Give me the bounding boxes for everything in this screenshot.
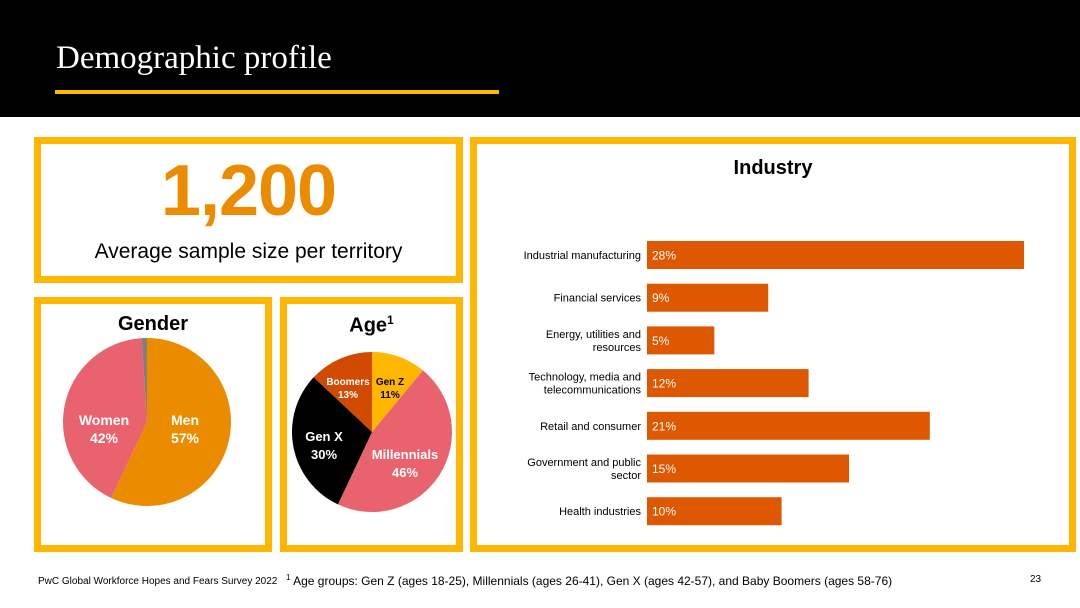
industry-bar-value-government-and-public: 15%: [652, 462, 676, 476]
gender-slice-other: [141, 338, 147, 422]
sample-size-panel: 1,200 Average sample size per territory: [34, 137, 463, 283]
industry-category-label-technology-media-and-line2: telecommunications: [544, 385, 642, 397]
industry-category-label-government-and-public-line2: sector: [611, 470, 641, 482]
industry-bar-retail-and-consumer: [647, 411, 930, 440]
gender-label-men: Men: [171, 412, 199, 428]
industry-bar-industrial-manufacturing: [647, 241, 1024, 269]
footnote-text: Age groups: Gen Z (ages 18-25), Millenni…: [293, 574, 893, 588]
gender-chart-title: Gender: [117, 313, 189, 335]
industry-category-label-financial-services: Financial services: [554, 293, 642, 305]
age-value-gen-x: 30%: [311, 447, 337, 462]
age-label-gen-z: Gen Z: [376, 377, 404, 388]
gender-slice-women: [62, 338, 147, 499]
industry-category-label-government-and-public: Government and public: [527, 457, 641, 469]
industry-bar-health-industries: [647, 497, 782, 526]
sample-size-label: Average sample size per territory: [94, 240, 403, 263]
title-underline: [55, 90, 499, 94]
industry-bar-energy-utilities-and: [647, 326, 715, 355]
gender-label-women: Women: [79, 412, 129, 428]
industry-bar-value-technology-media-and: 12%: [652, 377, 676, 391]
age-label-millennials: Millennials: [372, 447, 438, 462]
industry-panel: Industry 28% Industrial manufacturing 9% Fi…: [470, 137, 1076, 552]
age-title-text: Age: [349, 314, 388, 337]
age-slice-gen-z: [372, 352, 423, 432]
age-label-boomers: Boomers: [326, 377, 370, 388]
age-chart-title: Age1: [287, 313, 456, 338]
footnote-marker: 1: [286, 573, 291, 582]
footer-source: PwC Global Workforce Hopes and Fears Sur…: [38, 576, 278, 587]
industry-bar-value-financial-services: 9%: [652, 291, 670, 305]
age-pie-chart: Gen Z 11% Millennials 46% Gen X 30% Boomers 13%: [291, 352, 452, 513]
page-title: Demographic profile: [56, 40, 332, 76]
industry-bar-technology-media-and: [647, 369, 809, 398]
industry-category-label-retail-and-consumer: Retail and consumer: [540, 421, 641, 433]
industry-category-label-health-industries: Health industries: [559, 506, 641, 518]
gender-slice-men: [111, 338, 231, 506]
footnote: 1 Age groups: Gen Z (ages 18-25), Millen…: [286, 573, 892, 588]
industry-bar-financial-services: [647, 283, 769, 312]
age-label-gen-x: Gen X: [305, 429, 343, 444]
age-title-footnote-marker: 1: [387, 313, 394, 327]
industry-category-label-energy-utilities-and-line2: resources: [593, 342, 642, 354]
age-slice-gen-x: [291, 377, 372, 505]
page-number: 23: [1030, 574, 1042, 585]
industry-category-label-energy-utilities-and: Energy, utilities and: [546, 329, 641, 341]
header-bar: Demographic profile: [0, 0, 1080, 117]
age-slice-millennials: [337, 370, 452, 513]
age-panel: Age1 Gen Z 11% Millennials 46% Gen X 30% Boome…: [280, 297, 463, 552]
industry-bar-value-retail-and-consumer: 21%: [652, 419, 676, 433]
industry-chart-title: Industry: [733, 157, 813, 179]
age-value-boomers: 13%: [338, 390, 358, 401]
industry-category-label-industrial-manufacturing: Industrial manufacturing: [524, 250, 641, 262]
industry-bar-government-and-public: [647, 454, 849, 483]
sample-size-value: 1,200: [160, 151, 337, 231]
industry-bar-value-industrial-manufacturing: 28%: [652, 249, 676, 263]
age-slice-boomers: [313, 352, 372, 432]
industry-bar-value-energy-utilities-and: 5%: [652, 334, 670, 348]
industry-bar-chart: 28% Industrial manufacturing 9% Financial s…: [524, 241, 1024, 526]
gender-value-women: 42%: [90, 430, 119, 446]
industry-bar-value-health-industries: 10%: [652, 505, 676, 519]
industry-category-label-technology-media-and: Technology, media and: [529, 372, 641, 384]
gender-pie-chart: Men 57% Women 42%: [62, 338, 231, 506]
age-value-millennials: 46%: [392, 465, 418, 480]
gender-value-men: 57%: [171, 430, 200, 446]
age-value-gen-z: 11%: [380, 390, 400, 401]
gender-panel: Gender Men 57% Women 42%: [34, 297, 272, 552]
